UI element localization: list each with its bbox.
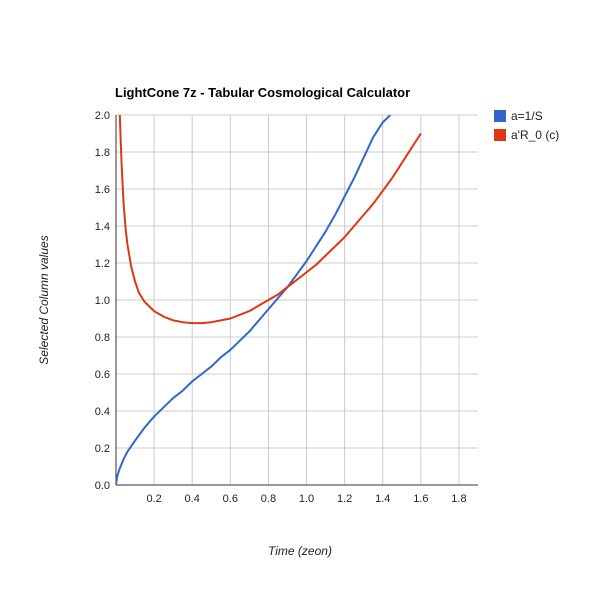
legend-swatch [494, 110, 506, 122]
y-tick-label: 0.0 [95, 480, 110, 492]
x-tick-label: 0.4 [185, 493, 200, 505]
chart-title: LightCone 7z - Tabular Cosmological Calc… [115, 85, 410, 100]
y-tick-label: 0.2 [95, 443, 110, 455]
y-tick-label: 1.4 [95, 221, 110, 233]
legend-swatch [494, 129, 506, 141]
legend-label: a=1/S [511, 109, 543, 123]
series-line-1 [118, 115, 422, 325]
y-tick-label: 1.0 [95, 295, 110, 307]
x-tick-label: 1.0 [299, 493, 314, 505]
legend: a=1/S a'R_0 (c) [494, 109, 559, 142]
x-tick-label: 1.4 [375, 493, 390, 505]
y-tick-label: 1.8 [95, 147, 110, 159]
y-tick-label: 1.6 [95, 184, 110, 196]
x-tick-label: 1.6 [413, 493, 428, 505]
series-line-0 [116, 115, 392, 485]
axes: 0.2 0.4 0.6 0.8 1.0 1.2 1.4 1.6 1.8 0.0 0.2 0.4 0.6 0… [95, 110, 478, 505]
x-axis-title: Time (zeon) [268, 544, 332, 558]
x-tick-label: 1.8 [451, 493, 466, 505]
y-tick-label: 2.0 [95, 110, 110, 122]
y-tick-label: 0.6 [95, 369, 110, 381]
legend-label: a'R_0 (c) [511, 128, 559, 142]
x-tick-label: 0.2 [146, 493, 161, 505]
x-tick-label: 1.2 [337, 493, 352, 505]
x-tick-label: 0.6 [223, 493, 238, 505]
y-axis-title: Selected Column values [37, 235, 51, 364]
y-tick-label: 1.2 [95, 258, 110, 270]
y-tick-label: 0.4 [95, 406, 110, 418]
grid [116, 114, 478, 485]
series-layer [116, 115, 422, 485]
x-tick-label: 0.8 [261, 493, 276, 505]
y-tick-label: 0.8 [95, 332, 110, 344]
